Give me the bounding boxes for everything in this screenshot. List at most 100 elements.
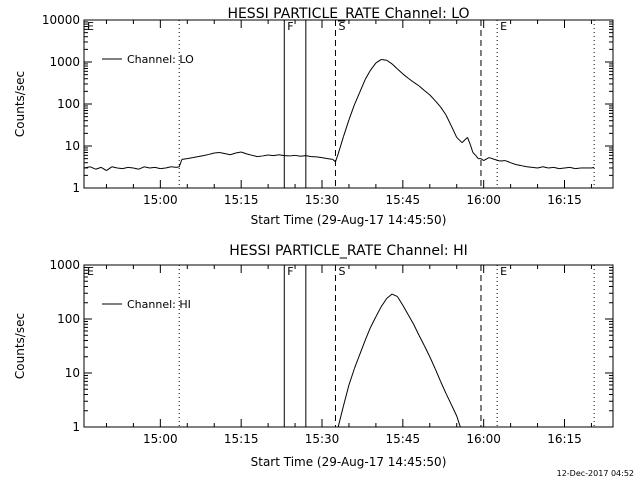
series-segment — [84, 167, 90, 168]
series-segment — [387, 294, 392, 298]
series-segment — [419, 86, 424, 91]
series-segment — [468, 137, 471, 144]
series-segment — [446, 115, 451, 126]
series-segment — [397, 297, 402, 306]
x-tick-label: 15:45 — [386, 432, 421, 446]
series-segment — [338, 136, 343, 154]
series-segment — [236, 152, 241, 153]
x-tick-label: 15:45 — [386, 193, 421, 207]
y-tick-label: 100 — [57, 312, 80, 326]
series-segment — [538, 167, 543, 168]
series-segment — [424, 346, 429, 357]
series-segment — [123, 167, 128, 168]
series-segment — [139, 167, 144, 169]
marker-label: E — [87, 20, 94, 33]
series-segment — [171, 167, 176, 168]
footer-timestamp: 12-Dec-2017 04:52 — [557, 469, 634, 478]
series-segment — [521, 166, 526, 167]
series-segment — [300, 156, 305, 157]
marker-label: E — [500, 20, 507, 33]
series-segment — [403, 74, 408, 78]
series-segment — [241, 152, 246, 154]
series-segment — [371, 63, 376, 70]
x-tick-label: 15:30 — [305, 193, 340, 207]
y-tick-label: 1 — [72, 420, 80, 434]
x-tick-label: 15:15 — [224, 193, 259, 207]
series-segment — [155, 167, 160, 168]
series-segment — [451, 405, 456, 416]
series-segment — [90, 167, 95, 169]
series-segment — [473, 153, 476, 156]
series-segment — [516, 165, 521, 166]
y-axis-label: Counts/sec — [13, 313, 27, 379]
series-segment — [306, 156, 311, 157]
series-segment — [166, 167, 171, 168]
series-segment — [435, 101, 440, 107]
marker-label: S — [338, 20, 345, 33]
y-tick-label: 10 — [65, 366, 80, 380]
series-segment — [532, 167, 537, 168]
series-segment — [344, 385, 349, 406]
series-segment — [338, 406, 343, 427]
x-tick-label: 16:15 — [547, 193, 582, 207]
series-segment — [106, 167, 111, 171]
series-segment — [203, 154, 208, 155]
plot-frame — [84, 265, 613, 427]
series-segment — [209, 153, 214, 154]
series-segment — [397, 69, 402, 74]
marker-label: F — [287, 265, 293, 278]
series-segment — [559, 168, 564, 169]
series-segment — [392, 294, 397, 297]
series-segment — [327, 159, 332, 160]
marker-label: E — [87, 265, 94, 278]
marker-label: S — [338, 265, 345, 278]
marker-label: F — [287, 20, 293, 33]
series-segment — [441, 381, 446, 393]
series-segment — [220, 153, 225, 154]
series-segment — [177, 167, 180, 168]
series-segment — [198, 156, 203, 157]
series-segment — [381, 298, 386, 306]
series-segment — [441, 107, 446, 115]
series-segment — [505, 161, 510, 163]
series-segment — [392, 64, 397, 69]
series-segment — [252, 155, 257, 156]
series-segment — [424, 90, 429, 94]
series-segment — [247, 154, 252, 155]
series-segment — [349, 369, 354, 385]
x-axis-label: Start Time (29-Aug-17 14:45:50) — [251, 213, 447, 227]
series-segment — [462, 140, 465, 143]
series-segment — [230, 153, 235, 155]
series-segment — [360, 340, 365, 354]
series-segment — [575, 168, 580, 169]
series-segment — [465, 137, 468, 139]
series-segment — [317, 157, 322, 158]
series-segment — [381, 59, 386, 60]
series-segment — [591, 167, 594, 168]
y-tick-label: 100 — [57, 97, 80, 111]
y-tick-label: 10000 — [42, 13, 80, 27]
series-segment — [274, 155, 279, 156]
series-segment — [187, 158, 192, 159]
series-segment — [144, 167, 149, 168]
series-segment — [295, 155, 300, 156]
series-segment — [322, 158, 327, 159]
series-segment — [128, 167, 133, 168]
series-segment — [117, 168, 122, 169]
series-segment — [193, 157, 198, 158]
series-segment — [279, 155, 284, 156]
series-segment — [214, 153, 219, 154]
marker-label: E — [500, 265, 507, 278]
series-segment — [365, 70, 370, 80]
series-segment — [476, 155, 479, 158]
x-tick-label: 15:30 — [305, 432, 340, 446]
series-segment — [160, 168, 165, 169]
series-segment — [101, 167, 106, 170]
series-segment — [133, 168, 138, 169]
chart-title: HESSI PARTICLE_RATE Channel: HI — [229, 243, 467, 259]
series-segment — [349, 105, 354, 120]
series-segment — [408, 78, 413, 82]
series-segment — [290, 155, 295, 156]
